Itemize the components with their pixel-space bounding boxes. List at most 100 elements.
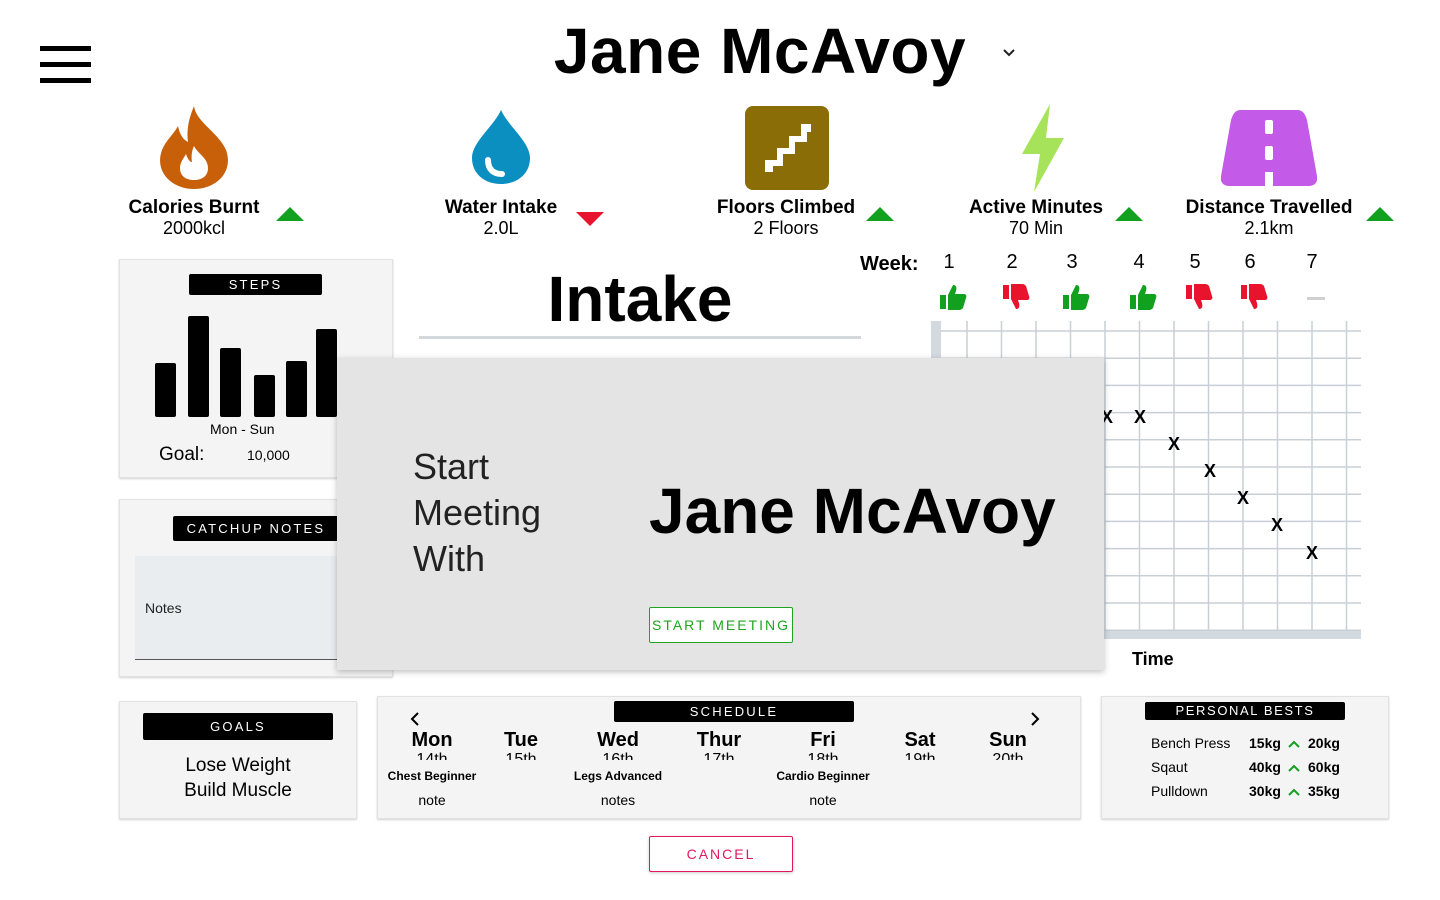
start-meeting-modal: Start Meeting With Jane McAvoy START MEE… [337, 358, 1104, 670]
no-rating-dash [1307, 297, 1325, 300]
steps-bar [286, 361, 307, 417]
trend-down-icon [576, 212, 604, 226]
week-number: 1 [943, 251, 955, 273]
day-date: 14th [387, 752, 477, 760]
goal-item: Lose Weight [185, 755, 291, 776]
modal-prompt: Start Meeting With [413, 444, 541, 582]
menu-icon[interactable] [40, 46, 91, 84]
schedule-day[interactable]: Fri18th [778, 728, 868, 760]
steps-bar [188, 316, 209, 417]
stat-label: Floors Climbed [716, 197, 856, 218]
chevron-left-icon[interactable] [408, 711, 422, 727]
day-date: 17th [674, 752, 764, 760]
stat-value: 2 Floors [753, 218, 819, 238]
pb-to: 20kg [1308, 735, 1340, 751]
personal-bests-title: PERSONAL BESTS [1145, 702, 1345, 720]
thumbs-down-icon [1186, 284, 1213, 309]
chevron-up-icon [1288, 788, 1300, 796]
day-note[interactable]: note [809, 792, 837, 808]
intake-marker: X [1306, 543, 1318, 563]
steps-goal-label: Goal: [159, 444, 205, 465]
thumbs-up-icon [940, 285, 967, 310]
stat-calories: Calories Burnt 2000kcl [94, 198, 294, 239]
pb-to: 35kg [1308, 783, 1340, 799]
lightning-icon [1022, 104, 1064, 192]
intake-marker: X [1204, 461, 1216, 481]
pb-from: 15kg [1249, 735, 1281, 751]
week-number: 3 [1066, 251, 1078, 273]
trend-up-icon [1366, 207, 1394, 221]
modal-prompt-line: Start [413, 446, 490, 487]
intake-marker: X [1168, 434, 1180, 454]
stat-value: 2000kcl [162, 218, 226, 238]
intake-marker: X [1134, 407, 1146, 427]
modal-prompt-line: With [413, 538, 485, 579]
steps-bar-chart [155, 315, 345, 417]
stat-distance: Distance Travelled 2.1km [1169, 198, 1369, 239]
chevron-up-icon [1288, 740, 1300, 748]
trend-up-icon [276, 207, 304, 221]
stairs-icon [745, 106, 829, 190]
trend-up-icon [1115, 207, 1143, 221]
schedule-day[interactable]: Sun20th [963, 728, 1053, 760]
start-meeting-button[interactable]: START MEETING [649, 607, 793, 643]
flame-icon [160, 106, 228, 189]
day-name: Mon [411, 729, 453, 751]
stat-active: Active Minutes 70 Min [936, 198, 1136, 239]
stat-value: 70 Min [1008, 218, 1064, 238]
schedule-day[interactable]: Wed16th [573, 728, 663, 760]
pb-exercise: Sqaut [1151, 759, 1188, 775]
day-workout: Cardio Beginner [776, 769, 870, 783]
schedule-card: SCHEDULE [377, 696, 1081, 819]
steps-title: STEPS [189, 274, 322, 295]
thumbs-up-icon [1130, 285, 1157, 310]
stat-value: 2.1km [1244, 218, 1294, 238]
schedule-day[interactable]: Tue15th [476, 728, 566, 760]
pb-to: 60kg [1308, 759, 1340, 775]
intake-title: Intake [547, 263, 733, 335]
notes-label: Notes [145, 600, 182, 616]
goals-card: GOALS Lose Weight Build Muscle [119, 701, 357, 819]
week-number: 5 [1189, 251, 1201, 273]
thumbs-down-icon [1241, 284, 1268, 309]
steps-bar [155, 363, 176, 417]
chevron-down-icon[interactable] [998, 42, 1020, 64]
intake-marker: X [1237, 488, 1249, 508]
schedule-day[interactable]: Sat19th [875, 728, 965, 760]
day-workout: Legs Advanced [573, 769, 663, 783]
steps-range-label: Mon - Sun [210, 421, 275, 437]
thumbs-down-icon [1003, 284, 1030, 309]
day-note[interactable]: notes [600, 792, 636, 808]
day-note[interactable]: note [418, 792, 446, 808]
day-name: Tue [503, 729, 539, 751]
day-name: Sun [989, 729, 1027, 751]
trend-up-icon [866, 207, 894, 221]
day-date: 15th [476, 752, 566, 760]
cancel-button[interactable]: CANCEL [649, 836, 793, 872]
day-date: 20th [963, 752, 1053, 760]
day-name: Wed [597, 729, 639, 751]
day-name: Fri [810, 729, 836, 751]
intake-marker: X [1271, 515, 1283, 535]
pb-from: 40kg [1249, 759, 1281, 775]
week-number: 2 [1006, 251, 1018, 273]
steps-goal-value: 10,000 [247, 447, 290, 463]
schedule-day[interactable]: Thur17th [674, 728, 764, 760]
stat-floors: Floors Climbed 2 Floors [686, 197, 886, 239]
water-drop-icon [472, 110, 530, 184]
chevron-right-icon[interactable] [1028, 711, 1042, 727]
week-number: 7 [1306, 251, 1318, 273]
pb-exercise: Bench Press [1151, 735, 1231, 751]
modal-prompt-line: Meeting [413, 492, 542, 533]
catchup-title: CATCHUP NOTES [173, 516, 339, 541]
day-workout: Chest Beginner [387, 769, 477, 783]
stat-water: Water Intake 2.0L [401, 198, 601, 239]
pb-from: 30kg [1249, 783, 1281, 799]
steps-bar [316, 329, 337, 417]
day-name: Thur [696, 729, 742, 751]
modal-client-name: Jane McAvoy [649, 475, 1056, 547]
pb-exercise: Pulldown [1151, 783, 1208, 799]
x-axis-label: Time [1132, 649, 1174, 669]
schedule-day[interactable]: Mon14th [387, 728, 477, 760]
road-icon [1221, 110, 1317, 186]
